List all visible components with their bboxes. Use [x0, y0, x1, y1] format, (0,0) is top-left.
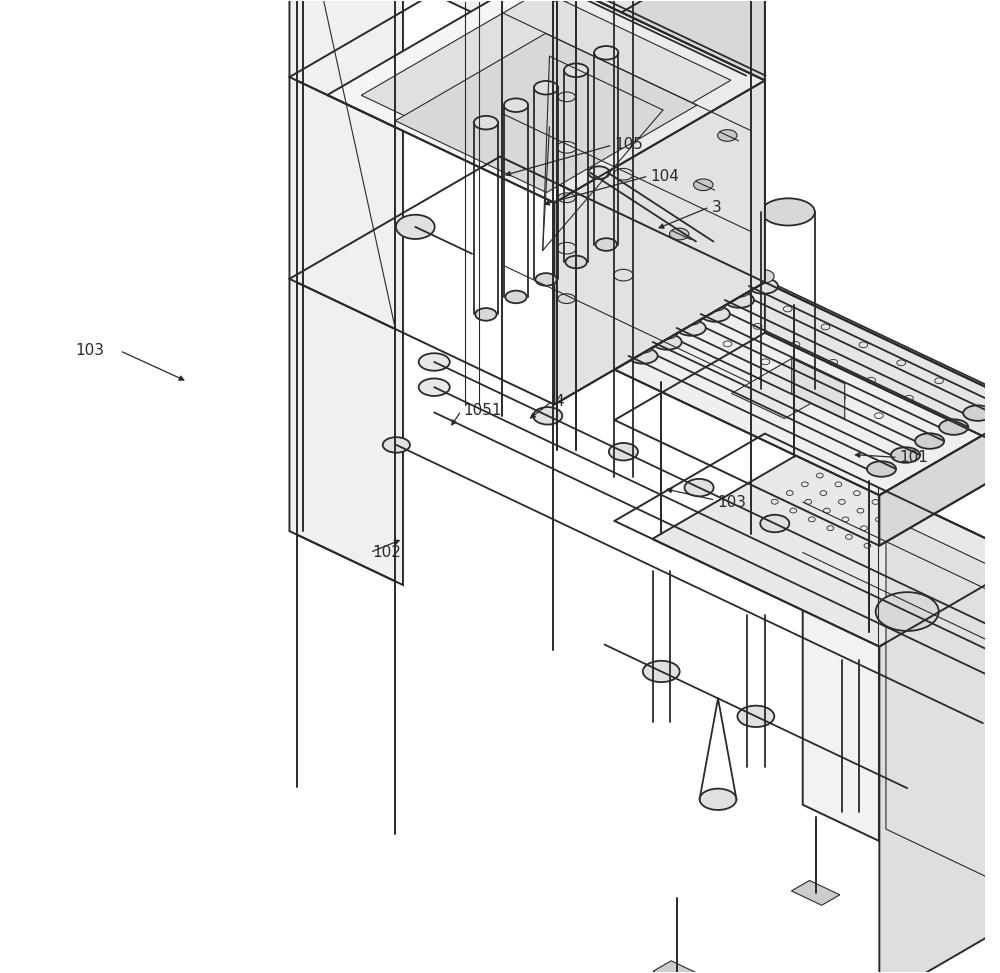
Ellipse shape: [653, 334, 682, 349]
Polygon shape: [886, 517, 1000, 894]
Text: 104: 104: [650, 168, 679, 184]
Polygon shape: [981, 970, 1000, 973]
Ellipse shape: [643, 661, 680, 682]
Polygon shape: [327, 0, 765, 202]
Text: 101: 101: [900, 450, 929, 465]
Polygon shape: [500, 0, 765, 81]
Ellipse shape: [609, 443, 638, 460]
Ellipse shape: [718, 129, 737, 141]
Text: 4: 4: [554, 394, 564, 409]
Ellipse shape: [632, 340, 654, 353]
Polygon shape: [614, 282, 1000, 495]
Ellipse shape: [725, 292, 754, 307]
Ellipse shape: [596, 238, 617, 251]
Ellipse shape: [557, 141, 576, 153]
Polygon shape: [395, 33, 697, 193]
Polygon shape: [652, 451, 1000, 647]
Ellipse shape: [681, 311, 702, 325]
Ellipse shape: [705, 298, 726, 311]
Ellipse shape: [729, 283, 750, 297]
Ellipse shape: [987, 391, 1000, 407]
Ellipse shape: [557, 242, 576, 254]
Ellipse shape: [753, 270, 774, 283]
Ellipse shape: [474, 116, 498, 129]
Ellipse shape: [737, 705, 774, 727]
Ellipse shape: [565, 256, 587, 269]
Polygon shape: [289, 0, 765, 52]
Ellipse shape: [867, 461, 896, 477]
Ellipse shape: [700, 789, 736, 810]
Ellipse shape: [614, 270, 633, 281]
Ellipse shape: [656, 325, 678, 339]
Ellipse shape: [939, 419, 968, 435]
Polygon shape: [289, 0, 403, 585]
Ellipse shape: [761, 198, 815, 226]
Text: 3: 3: [712, 199, 721, 215]
Ellipse shape: [876, 593, 939, 631]
Ellipse shape: [564, 63, 588, 77]
Ellipse shape: [588, 166, 610, 179]
Ellipse shape: [760, 515, 789, 532]
Polygon shape: [554, 81, 765, 405]
Polygon shape: [791, 881, 840, 905]
Ellipse shape: [558, 193, 575, 202]
Polygon shape: [879, 408, 1000, 546]
Polygon shape: [803, 451, 1000, 913]
Text: 1051: 1051: [463, 404, 502, 418]
Text: 102: 102: [372, 545, 401, 560]
Ellipse shape: [677, 320, 706, 336]
Ellipse shape: [761, 375, 815, 402]
Ellipse shape: [533, 407, 562, 424]
Ellipse shape: [749, 278, 778, 294]
Ellipse shape: [504, 98, 528, 112]
Polygon shape: [361, 0, 731, 185]
Ellipse shape: [383, 437, 410, 452]
Ellipse shape: [419, 378, 450, 396]
Ellipse shape: [629, 348, 658, 364]
Ellipse shape: [694, 179, 713, 191]
Ellipse shape: [558, 294, 575, 304]
Polygon shape: [554, 0, 765, 202]
Ellipse shape: [535, 273, 557, 286]
Ellipse shape: [534, 81, 558, 94]
Polygon shape: [765, 282, 1000, 458]
Polygon shape: [879, 559, 1000, 973]
Ellipse shape: [558, 92, 575, 102]
Polygon shape: [653, 960, 701, 973]
Ellipse shape: [915, 433, 944, 449]
Ellipse shape: [475, 308, 497, 321]
Text: 105: 105: [614, 137, 643, 153]
Text: 103: 103: [75, 343, 104, 358]
Ellipse shape: [594, 46, 618, 59]
Polygon shape: [792, 358, 845, 419]
Text: 103: 103: [717, 495, 746, 511]
Ellipse shape: [396, 215, 435, 239]
Ellipse shape: [685, 479, 714, 496]
Ellipse shape: [614, 168, 633, 180]
Ellipse shape: [669, 229, 689, 240]
Ellipse shape: [505, 291, 527, 304]
Ellipse shape: [963, 406, 992, 421]
Polygon shape: [538, 0, 765, 282]
Ellipse shape: [891, 448, 920, 463]
Ellipse shape: [419, 353, 450, 371]
Polygon shape: [732, 358, 845, 418]
Ellipse shape: [701, 306, 730, 322]
